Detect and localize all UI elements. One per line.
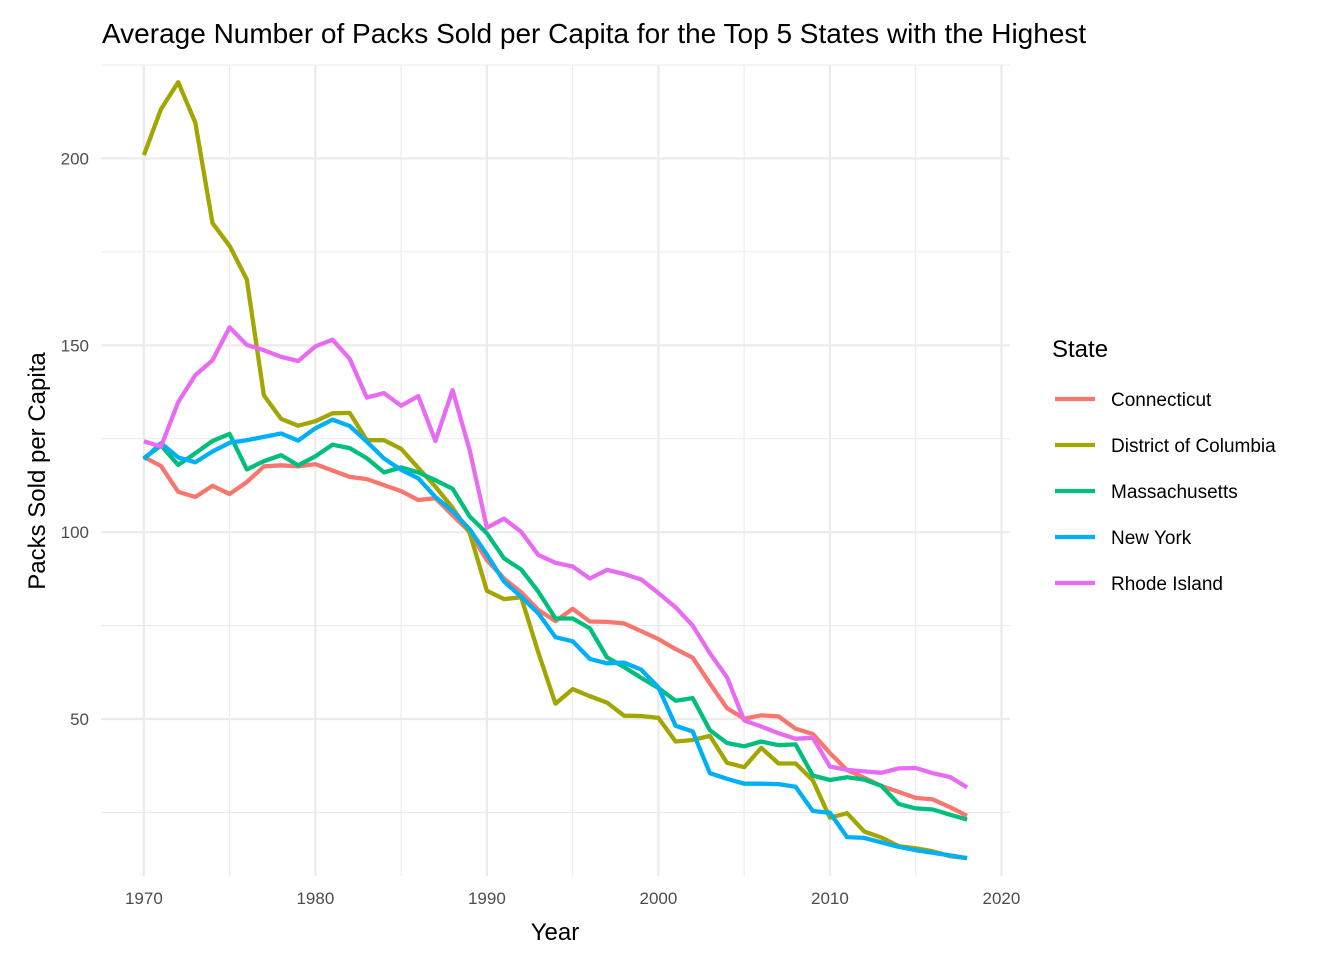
series-line-connecticut	[142, 455, 969, 818]
x-axis-ticks: 1970 1980 1990 2000 2010 2020	[125, 889, 1020, 908]
x-tick-label: 2010	[811, 889, 849, 908]
legend-item-district-of-columbia: District of Columbia	[1055, 436, 1276, 457]
series-line-district-of-columbia	[141, 80, 968, 861]
x-axis-title: Year	[531, 919, 580, 946]
legend-label: Rhode Island	[1111, 574, 1223, 595]
series-layer	[141, 80, 969, 861]
chart-title: Average Number of Packs Sold per Capita …	[102, 18, 1086, 49]
legend-label: Massachusetts	[1111, 482, 1238, 503]
legend-label: District of Columbia	[1111, 436, 1276, 457]
series-line-new-york	[142, 417, 968, 861]
y-tick-label: 100	[61, 523, 89, 542]
x-tick-label: 2020	[983, 889, 1021, 908]
legend-item-rhode-island: Rhode Island	[1055, 574, 1223, 595]
legend-title: State	[1052, 336, 1108, 363]
y-tick-label: 200	[61, 149, 89, 168]
plot-panel	[101, 64, 1010, 876]
legend-item-new-york: New York	[1055, 528, 1192, 549]
y-axis-ticks: 50 100 150 200	[61, 149, 89, 729]
series-line-massachusetts	[142, 431, 968, 822]
grid-layer	[101, 64, 1010, 876]
legend-item-connecticut: Connecticut	[1055, 390, 1212, 411]
x-tick-label: 2000	[639, 889, 677, 908]
x-tick-label: 1970	[125, 889, 163, 908]
y-axis-title: Packs Sold per Capita	[24, 352, 51, 590]
legend-items: Connecticut District of Columbia Massachus…	[1055, 390, 1276, 595]
x-tick-label: 1980	[296, 889, 334, 908]
legend-label: New York	[1111, 528, 1192, 549]
legend: State Connecticut District of Columbia Mas…	[1052, 336, 1276, 595]
legend-item-massachusetts: Massachusetts	[1055, 482, 1238, 503]
series-line-rhode-island	[143, 325, 969, 790]
y-tick-label: 150	[61, 336, 89, 355]
y-tick-label: 50	[70, 710, 89, 729]
legend-label: Connecticut	[1111, 390, 1212, 411]
x-tick-label: 1990	[468, 889, 506, 908]
